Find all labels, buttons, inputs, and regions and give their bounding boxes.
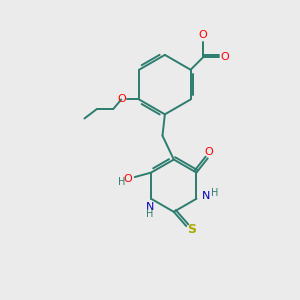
Text: H: H <box>146 209 153 219</box>
Text: N: N <box>146 202 154 212</box>
Text: O: O <box>124 173 133 184</box>
Text: O: O <box>220 52 229 62</box>
Text: S: S <box>187 223 196 236</box>
Text: H: H <box>211 188 218 198</box>
Text: O: O <box>204 147 213 158</box>
Text: H: H <box>118 177 125 188</box>
Text: O: O <box>117 94 126 104</box>
Text: N: N <box>202 191 210 201</box>
Text: O: O <box>199 30 208 40</box>
